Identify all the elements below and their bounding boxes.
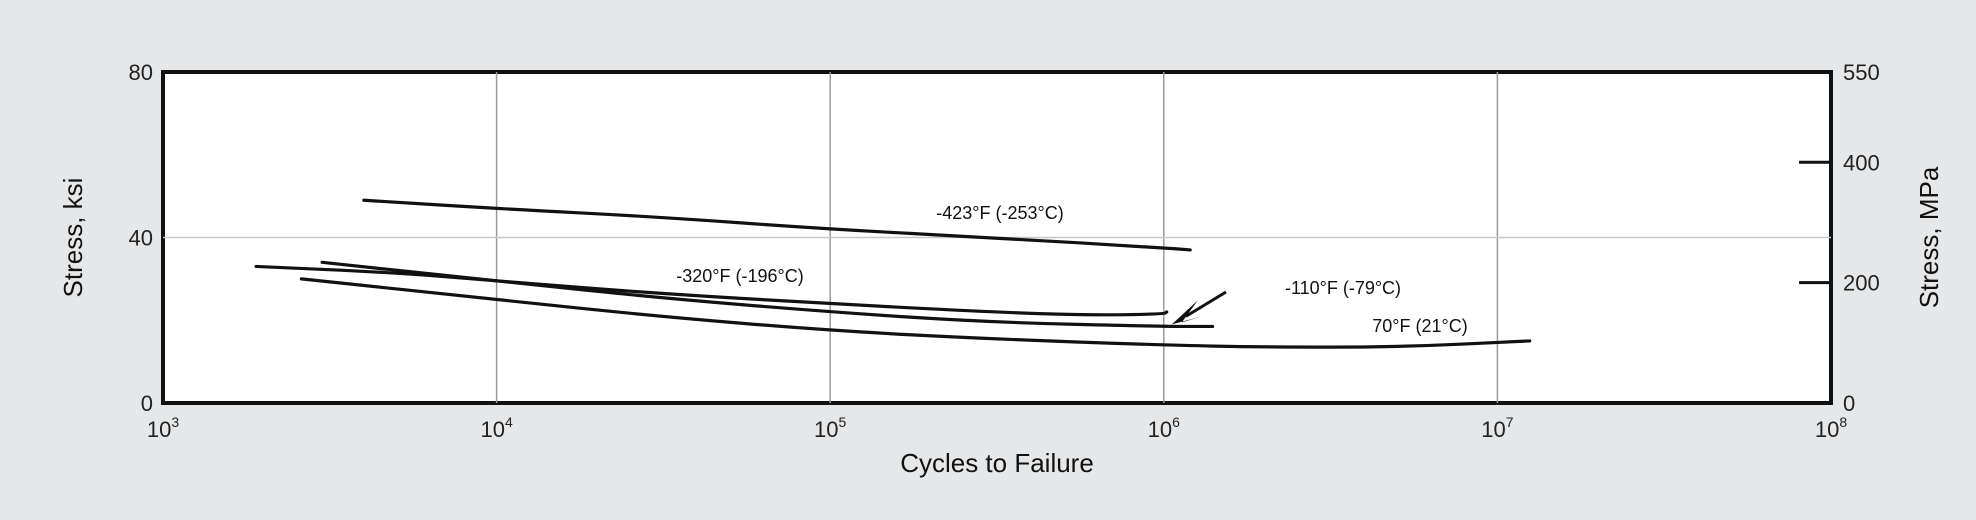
y-axis-right-title: Stress, MPa: [1914, 166, 1944, 308]
y-tick-label: 0: [141, 391, 153, 416]
series-line: [254, 264, 1169, 317]
series-label: -110°F (-79°C): [1285, 278, 1401, 298]
y-right-tick-label: 200: [1843, 271, 1880, 296]
x-tick-label: 104: [480, 414, 512, 442]
annotation-arrowhead: [1171, 300, 1202, 325]
series-label: -320°F (-196°C): [676, 266, 803, 286]
x-axis-ticks: 103 104 105 106 107 108: [147, 414, 1847, 442]
x-tick-label: 103: [147, 414, 179, 442]
y-right-tick-label: 550: [1843, 60, 1880, 85]
series-labels: -423°F (-253°C) -320°F (-196°C) -110°F (-7…: [676, 203, 1467, 336]
series-label: 70°F (21°C): [1372, 316, 1467, 336]
right-axis-ticks: 0 200 400 550: [1799, 60, 1880, 416]
x-axis-title: Cycles to Failure: [900, 448, 1094, 478]
series-line: [362, 198, 1192, 252]
y-axis-title: Stress, ksi: [58, 178, 88, 298]
y-axis-ticks: 0 40 80: [129, 60, 153, 416]
x-tick-label: 107: [1481, 414, 1513, 442]
x-tick-label: 106: [1148, 414, 1180, 442]
y-tick-label: 80: [129, 60, 153, 85]
y-tick-label: 40: [129, 226, 153, 251]
series-line: [320, 260, 1215, 329]
series-line: [299, 277, 1532, 349]
series-label: -423°F (-253°C): [936, 203, 1063, 223]
x-tick-label: 105: [814, 414, 846, 442]
y-right-tick-label: 400: [1843, 150, 1880, 175]
series-lines: [254, 198, 1532, 349]
y-right-tick-label: 0: [1843, 391, 1855, 416]
annotation-arrow-line: [1185, 290, 1227, 318]
x-tick-label: 108: [1815, 414, 1847, 442]
